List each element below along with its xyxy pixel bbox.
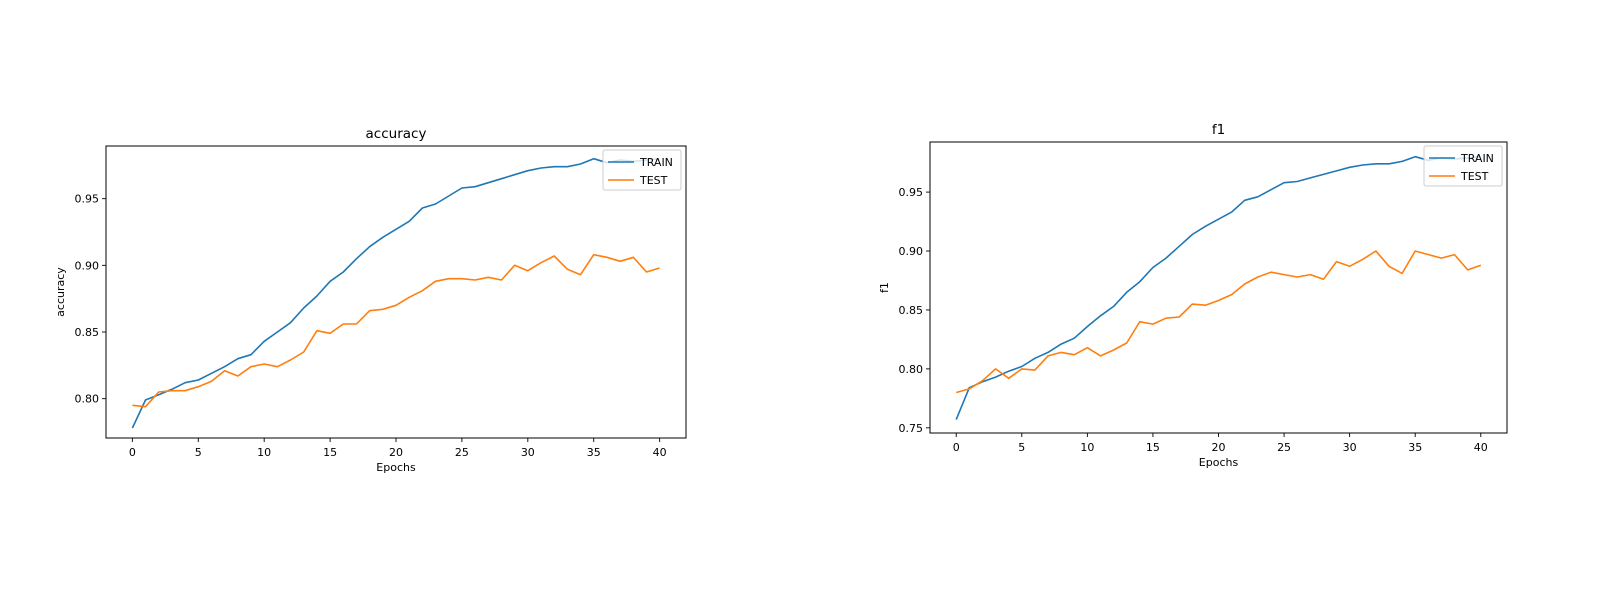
y-axis-label: f1	[878, 282, 891, 293]
y-axis-label: accuracy	[54, 267, 67, 317]
legend-label-test: TEST	[1460, 170, 1489, 183]
x-axis-label: Epochs	[376, 461, 416, 474]
y-tick-label: 0.85	[75, 326, 100, 339]
x-tick-label: 25	[1277, 441, 1291, 454]
x-tick-label: 40	[653, 446, 667, 459]
legend: TRAIN TEST	[1423, 145, 1503, 187]
legend: TRAIN TEST	[602, 149, 682, 191]
y-tick-label: 0.80	[75, 393, 100, 406]
y-tick-label: 0.75	[899, 422, 924, 435]
legend-label-test: TEST	[639, 174, 668, 187]
y-tick-label: 0.85	[899, 304, 924, 317]
legend-label-train: TRAIN	[639, 156, 673, 169]
chart-1: 0 5 10 15 20 25 30 35 40 0.75 0.80 0.85 0.90 0.95 f1 Ep…	[878, 122, 1508, 469]
legend-label-train: TRAIN	[1460, 152, 1494, 165]
series-line-train	[955, 155, 1481, 420]
series-line-test	[955, 250, 1482, 394]
y-tick-label: 0.95	[75, 193, 100, 206]
series-line-train	[131, 157, 660, 429]
x-tick-label: 0	[129, 446, 136, 459]
x-tick-label: 20	[389, 446, 403, 459]
x-tick-label: 5	[1018, 441, 1025, 454]
x-tick-label: 15	[323, 446, 337, 459]
x-tick-label: 40	[1474, 441, 1488, 454]
x-tick-label: 35	[587, 446, 601, 459]
y-tick-label: 0.80	[899, 363, 924, 376]
series-line-test	[132, 253, 660, 408]
chart-0: 0 5 10 15 20 25 30 35 40 0.80 0.85 0.90 0.95 accuracy…	[54, 126, 687, 474]
x-tick-label: 10	[257, 446, 271, 459]
x-tick-label: 30	[521, 446, 535, 459]
y-tick-label: 0.90	[899, 245, 924, 258]
y-tick-label: 0.95	[899, 186, 924, 199]
x-tick-label: 25	[455, 446, 469, 459]
y-tick-label: 0.90	[75, 259, 100, 272]
x-tick-label: 0	[953, 441, 960, 454]
x-tick-label: 10	[1080, 441, 1094, 454]
x-tick-label: 5	[195, 446, 202, 459]
x-tick-label: 35	[1408, 441, 1422, 454]
x-tick-label: 30	[1343, 441, 1357, 454]
chart-title: accuracy	[366, 126, 427, 142]
x-tick-label: 20	[1212, 441, 1226, 454]
plot-frame	[929, 141, 1508, 434]
x-tick-label: 15	[1146, 441, 1160, 454]
chart-title: f1	[1212, 122, 1225, 138]
x-axis-label: Epochs	[1199, 456, 1239, 469]
plot-frame	[105, 145, 687, 439]
